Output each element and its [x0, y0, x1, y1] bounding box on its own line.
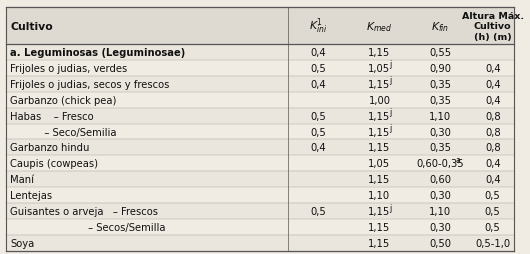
Text: 0,5: 0,5 — [311, 127, 326, 137]
Text: 0,30: 0,30 — [429, 127, 452, 137]
Text: 1,15: 1,15 — [368, 111, 391, 121]
Text: Cultivo: Cultivo — [10, 22, 53, 31]
Text: a: a — [456, 155, 461, 164]
Bar — [6, 219, 514, 235]
Bar — [6, 187, 514, 203]
Text: 0,5: 0,5 — [311, 64, 326, 74]
Text: 0,4: 0,4 — [311, 48, 326, 58]
Text: 0,4: 0,4 — [485, 64, 500, 74]
Text: 1,15: 1,15 — [368, 238, 391, 248]
Text: Guisantes o arveja   – Frescos: Guisantes o arveja – Frescos — [10, 206, 158, 216]
Text: 0,5: 0,5 — [485, 206, 501, 216]
Text: Maní: Maní — [10, 174, 34, 184]
Text: Lentejas: Lentejas — [10, 190, 52, 200]
Bar — [6, 124, 514, 140]
Text: – Secos/Semilla: – Secos/Semilla — [10, 222, 165, 232]
Text: j: j — [388, 203, 391, 212]
Text: Soya: Soya — [10, 238, 34, 248]
Text: 0,60-0,35: 0,60-0,35 — [417, 159, 464, 169]
Text: j: j — [388, 60, 391, 69]
Text: 1,15: 1,15 — [368, 143, 391, 153]
Bar — [6, 108, 514, 124]
Text: 0,8: 0,8 — [485, 111, 500, 121]
Text: 0,5: 0,5 — [311, 206, 326, 216]
Text: 1,15: 1,15 — [368, 222, 391, 232]
Text: $K_{fin}$: $K_{fin}$ — [431, 20, 449, 34]
Text: j: j — [388, 108, 391, 117]
Text: 0,5-1,0: 0,5-1,0 — [475, 238, 510, 248]
Text: 1,10: 1,10 — [429, 206, 452, 216]
Text: 0,5: 0,5 — [485, 222, 501, 232]
Text: 0,90: 0,90 — [429, 64, 452, 74]
Bar — [6, 203, 514, 219]
Text: Frijoles o judias, verdes: Frijoles o judias, verdes — [10, 64, 127, 74]
Text: 0,4: 0,4 — [485, 174, 500, 184]
Text: Caupis (cowpeas): Caupis (cowpeas) — [10, 159, 98, 169]
Text: 0,60: 0,60 — [429, 174, 452, 184]
Text: 1,15: 1,15 — [368, 206, 391, 216]
Text: a. Leguminosas (Leguminosae): a. Leguminosas (Leguminosae) — [10, 48, 185, 58]
Text: 0,50: 0,50 — [429, 238, 452, 248]
Bar — [6, 76, 514, 92]
Text: 0,4: 0,4 — [485, 159, 500, 169]
Text: – Seco/Semilia: – Seco/Semilia — [10, 127, 117, 137]
Text: 1,05: 1,05 — [368, 64, 391, 74]
Text: 0,4: 0,4 — [485, 80, 500, 89]
Text: 0,8: 0,8 — [485, 143, 500, 153]
Text: Frijoles o judias, secos y frescos: Frijoles o judias, secos y frescos — [10, 80, 170, 89]
Text: 0,35: 0,35 — [429, 95, 452, 105]
Bar — [6, 172, 514, 187]
Text: Altura Máx.
Cultivo
(h) (m): Altura Máx. Cultivo (h) (m) — [462, 12, 524, 41]
Bar — [6, 235, 514, 251]
Text: 1,15: 1,15 — [368, 174, 391, 184]
Text: 0,30: 0,30 — [429, 190, 452, 200]
Text: j: j — [388, 123, 391, 133]
Text: 0,8: 0,8 — [485, 127, 500, 137]
Text: 0,5: 0,5 — [485, 190, 501, 200]
Bar — [6, 45, 514, 61]
Text: 1,05: 1,05 — [368, 159, 391, 169]
Text: 0,55: 0,55 — [429, 48, 452, 58]
Text: 1,15: 1,15 — [368, 48, 391, 58]
Text: 0,4: 0,4 — [311, 143, 326, 153]
Text: 0,4: 0,4 — [485, 95, 500, 105]
Text: Garbanzo (chick pea): Garbanzo (chick pea) — [10, 95, 117, 105]
Text: 1,15: 1,15 — [368, 80, 391, 89]
Text: j: j — [388, 76, 391, 85]
Text: 0,35: 0,35 — [429, 80, 452, 89]
Text: 1,10: 1,10 — [368, 190, 391, 200]
Bar — [6, 8, 514, 45]
Text: $K_{med}$: $K_{med}$ — [366, 20, 392, 34]
Text: Habas    – Fresco: Habas – Fresco — [10, 111, 94, 121]
Text: 0,5: 0,5 — [311, 111, 326, 121]
Text: Garbanzo hindu: Garbanzo hindu — [10, 143, 90, 153]
Bar — [6, 156, 514, 172]
Text: $K_{ini}^{1}$: $K_{ini}^{1}$ — [310, 17, 328, 36]
Text: 0,35: 0,35 — [429, 143, 452, 153]
Bar — [6, 92, 514, 108]
Bar — [6, 61, 514, 76]
Text: 1,00: 1,00 — [368, 95, 391, 105]
Bar — [6, 140, 514, 156]
Text: 1,10: 1,10 — [429, 111, 452, 121]
Text: 0,4: 0,4 — [311, 80, 326, 89]
Text: 1,15: 1,15 — [368, 127, 391, 137]
Text: 0,30: 0,30 — [429, 222, 452, 232]
